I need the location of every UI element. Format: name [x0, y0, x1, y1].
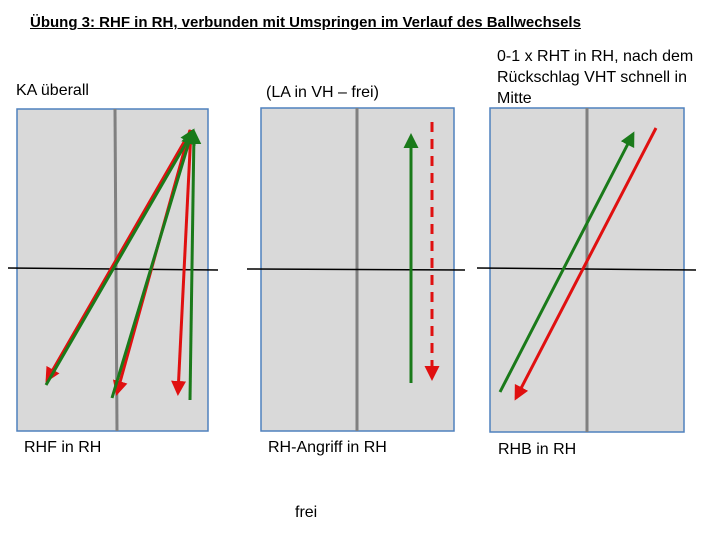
panel-3-table [476, 107, 697, 433]
panel-3-net [476, 267, 697, 271]
footer-text: frei [295, 504, 318, 521]
panel-1-bottom-label: RHF in RH [24, 439, 102, 456]
panel-2-bottom-label: RH-Angriff in RH [268, 439, 387, 456]
panel-3-bottom-label: RHB in RH [498, 441, 577, 458]
panel-1-red-arrow-3 [171, 129, 193, 396]
panel-1-table [7, 108, 219, 432]
panel-2-top-label: (LA in VH – frei) [266, 84, 379, 101]
panel-2-table [246, 107, 466, 432]
slide-title: Übung 3: RHF in RH, verbunden mit Umspri… [30, 14, 581, 31]
panel-3-red-arrow [514, 127, 658, 401]
panel-1-green-arrow-3 [186, 129, 202, 401]
panel-1-green-arrow-1 [44, 128, 195, 386]
panel-3-top-label: 0-1 x RHT in RH, nach dem Rückschlag VHT… [497, 48, 694, 107]
panel-1-red-arrow-1 [45, 129, 193, 383]
panel-3-green-arrow [498, 131, 635, 393]
panel-1-green-arrow-2 [110, 129, 196, 399]
panel-1-top-label: KA überall [16, 82, 89, 99]
panel-2-net [246, 268, 466, 271]
